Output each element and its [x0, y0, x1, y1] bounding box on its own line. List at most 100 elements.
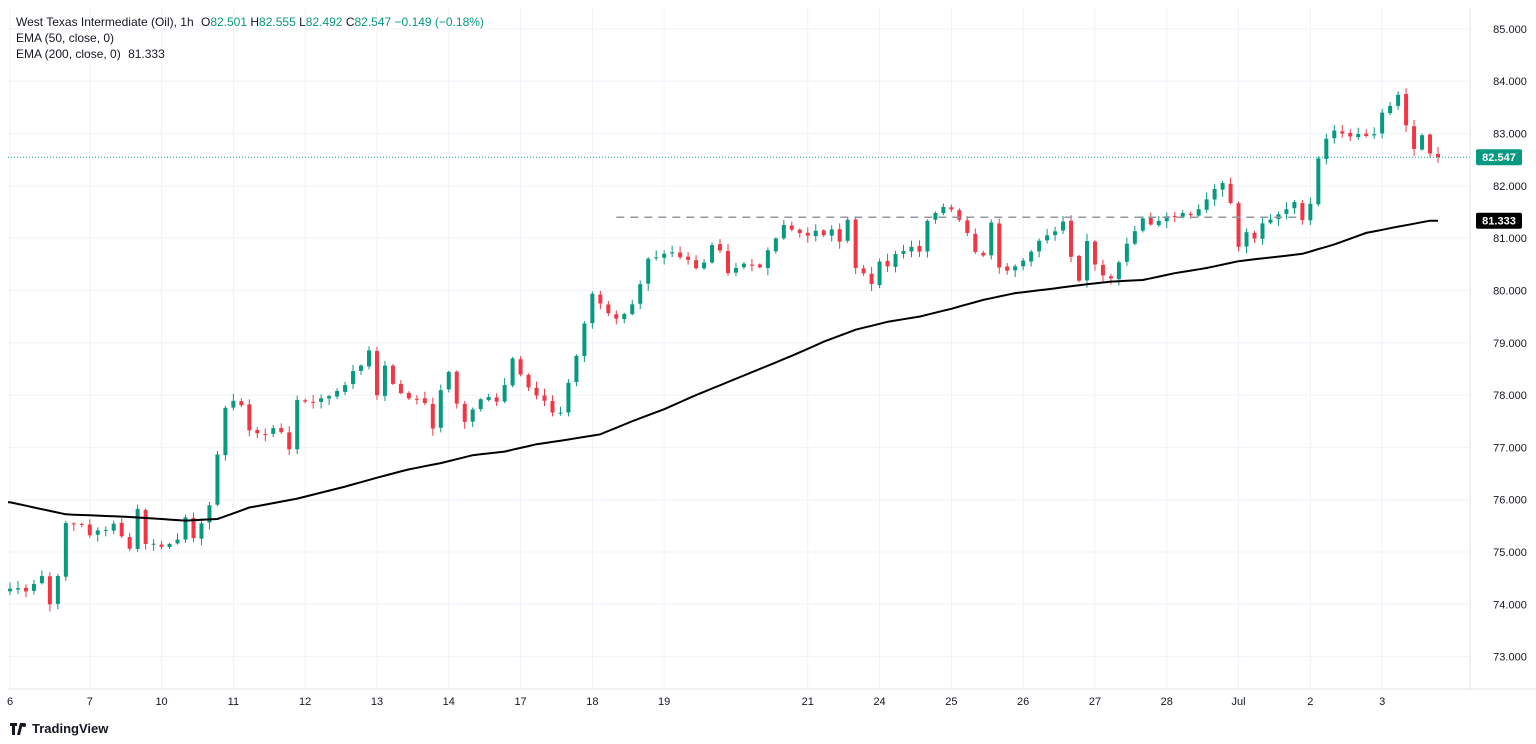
- legend-ema50-row: EMA (50, close, 0): [16, 30, 484, 46]
- candle-body: [1404, 93, 1409, 126]
- x-tick-label: 25: [945, 696, 957, 708]
- candle-body: [1348, 132, 1353, 137]
- candle-body: [1196, 209, 1201, 216]
- x-tick-label: 26: [1017, 696, 1029, 708]
- candle-body: [135, 508, 140, 549]
- candle-body: [478, 399, 483, 410]
- candle-body: [295, 399, 300, 450]
- candle-body: [1388, 105, 1393, 114]
- chart-legend: West Texas Intermediate (Oil), 1h O82.50…: [16, 14, 484, 62]
- candle-body: [989, 222, 994, 256]
- legend-open: 82.501: [210, 15, 248, 29]
- y-tick-label: 77.000: [1493, 442, 1527, 454]
- candle-body: [47, 576, 52, 605]
- candle-body: [1045, 235, 1050, 241]
- candle-body: [550, 401, 555, 413]
- x-tick-label: 24: [873, 696, 885, 708]
- candle-body: [183, 517, 188, 540]
- candle-body: [622, 313, 627, 320]
- candle-body: [1148, 217, 1153, 225]
- candle-body: [1396, 94, 1401, 106]
- candle-body: [23, 587, 28, 592]
- legend-low: 82.492: [305, 15, 343, 29]
- candle-body: [374, 350, 379, 396]
- candle-body: [87, 524, 92, 536]
- candle-body: [71, 523, 76, 525]
- candle-body: [1084, 241, 1089, 281]
- candle-body: [510, 358, 515, 386]
- candle-body: [1092, 241, 1097, 265]
- candle-body: [757, 264, 762, 268]
- candle-body: [829, 229, 834, 236]
- candle-body: [1292, 202, 1297, 209]
- candle-body: [646, 258, 651, 284]
- y-tick-label: 78.000: [1493, 390, 1527, 402]
- candle-body: [95, 530, 100, 535]
- last-price-badge: [1476, 149, 1522, 166]
- ema200-line: [8, 219, 1438, 522]
- candle-body: [1212, 189, 1217, 200]
- candle-body: [79, 523, 84, 525]
- candle-body: [1428, 134, 1433, 154]
- candle-body: [598, 294, 603, 304]
- x-tick-label: 10: [155, 696, 167, 708]
- candle-body: [311, 401, 316, 403]
- candle-body: [223, 407, 228, 456]
- candle-body: [773, 238, 778, 252]
- y-tick-label: 76.000: [1493, 495, 1527, 507]
- candle-body: [1340, 131, 1345, 134]
- candle-body: [303, 400, 308, 402]
- candle-body: [494, 397, 499, 402]
- legend-ema50: EMA (50, close, 0): [16, 31, 115, 45]
- candle-body: [327, 396, 332, 399]
- candle-body: [215, 454, 220, 505]
- y-tick-label: 81.000: [1493, 233, 1527, 245]
- candle-body: [1156, 220, 1161, 226]
- candle-body: [853, 219, 858, 269]
- candle-body: [263, 434, 268, 436]
- candle-body: [191, 517, 196, 539]
- x-tick-label: 3: [1379, 696, 1385, 708]
- legend-low-label: L: [299, 15, 306, 29]
- tradingview-brand[interactable]: TradingView: [10, 721, 108, 736]
- candle-body: [590, 293, 595, 324]
- candle-body: [981, 252, 986, 256]
- candle-body: [55, 576, 60, 604]
- candle-body: [1268, 219, 1273, 223]
- candle-body: [925, 220, 930, 252]
- candle-body: [1172, 216, 1177, 218]
- candle-body: [1188, 213, 1193, 216]
- candle-body: [1380, 112, 1385, 134]
- candlestick-series: [8, 88, 1440, 612]
- candle-body: [534, 387, 539, 396]
- candle-body: [199, 523, 204, 539]
- candle-body: [502, 385, 507, 402]
- candle-body: [1356, 134, 1361, 138]
- legend-open-label: O: [200, 15, 211, 29]
- x-tick-label: 11: [228, 696, 239, 708]
- candle-body: [885, 260, 890, 267]
- legend-close: 82.547: [354, 15, 392, 29]
- candle-body: [111, 523, 116, 531]
- candle-body: [909, 246, 914, 252]
- y-tick-label: 85.000: [1493, 24, 1527, 36]
- candle-body: [678, 252, 683, 258]
- y-tick-label: 73.000: [1493, 652, 1527, 664]
- candle-body: [1236, 203, 1241, 247]
- candle-body: [1260, 223, 1265, 239]
- candle-body: [175, 539, 180, 544]
- candle-body: [526, 374, 531, 388]
- candle-body: [582, 323, 587, 357]
- candle-body: [901, 251, 906, 254]
- candle-body: [574, 355, 579, 383]
- candle-body: [1220, 182, 1225, 190]
- candle-body: [1412, 126, 1417, 149]
- candle-body: [31, 583, 36, 591]
- candle-body: [143, 509, 148, 545]
- candle-body: [15, 588, 20, 590]
- candle-body: [1069, 220, 1074, 257]
- legend-change: −0.149 (−0.18%): [394, 15, 484, 29]
- candle-body: [255, 429, 260, 434]
- x-tick-label: 27: [1089, 696, 1101, 708]
